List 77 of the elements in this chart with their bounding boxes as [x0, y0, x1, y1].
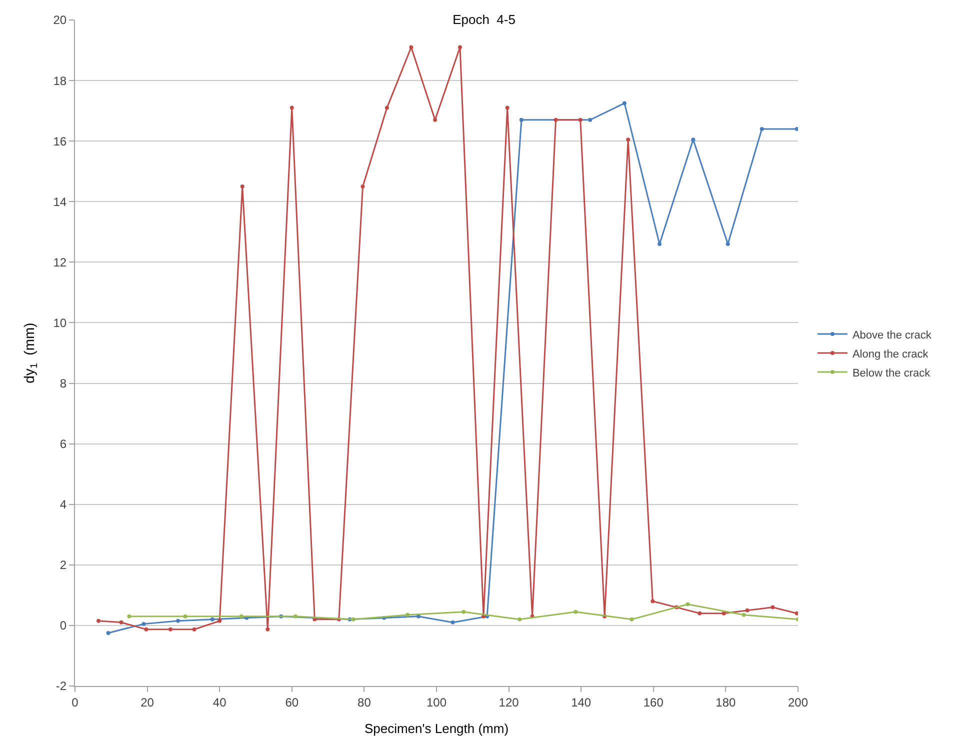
x-tick-label: 100: [426, 695, 447, 710]
point: [144, 627, 148, 632]
point: [168, 627, 172, 632]
point: [574, 610, 578, 614]
y-tick-label: 0: [60, 618, 67, 633]
point: [686, 602, 690, 606]
y-tick-label: 10: [53, 316, 67, 330]
point: [519, 118, 524, 122]
point: [176, 618, 180, 623]
point: [294, 614, 298, 618]
y-tick-label: -2: [56, 679, 67, 694]
point: [458, 45, 462, 50]
y-tick-label: 14: [53, 194, 67, 209]
legend-label: Along the crack: [852, 348, 929, 360]
y-tick-label: 16: [53, 134, 67, 148]
point: [770, 605, 775, 610]
x-tick-label: 40: [212, 695, 227, 710]
point: [626, 138, 630, 142]
point: [691, 138, 696, 142]
point: [127, 614, 132, 618]
point: [96, 618, 100, 623]
y-tick-label: 20: [53, 13, 67, 28]
point: [450, 620, 455, 624]
x-tick-label: 200: [788, 695, 808, 710]
point: [192, 627, 196, 632]
x-tick-label: 0: [72, 695, 79, 710]
point: [505, 106, 510, 110]
x-tick-label: 140: [571, 695, 592, 710]
legend-label: Above the crack: [852, 329, 932, 342]
point: [239, 614, 244, 618]
point: [722, 611, 726, 616]
point: [240, 184, 244, 188]
y-tick-label: 6: [60, 437, 67, 452]
point: [266, 627, 270, 632]
point: [794, 126, 798, 131]
point: [518, 617, 522, 622]
x-tick-label: 20: [140, 695, 154, 710]
point: [745, 608, 750, 612]
x-tick-label: 180: [716, 695, 736, 710]
y-tick-label: 2: [60, 558, 67, 572]
point: [698, 611, 702, 616]
point: [588, 118, 592, 122]
point: [351, 617, 356, 622]
point: [210, 617, 214, 622]
point: [742, 612, 746, 617]
point: [290, 106, 294, 110]
point: [462, 610, 466, 614]
x-tick-label: 120: [498, 695, 520, 710]
point: [726, 242, 730, 246]
point: [760, 126, 764, 131]
x-tick-label: 80: [358, 695, 372, 710]
x-tick-label: 160: [643, 695, 664, 710]
point: [360, 184, 365, 188]
point: [622, 101, 626, 106]
point: [218, 618, 222, 623]
point: [106, 631, 110, 636]
chart-title: Epoch 4-5: [452, 12, 516, 28]
y-tick-label: 12: [53, 255, 67, 270]
point: [183, 614, 188, 618]
point: [650, 599, 655, 604]
point: [630, 617, 634, 622]
point: [142, 622, 146, 626]
y-tick-label: 18: [53, 74, 67, 88]
point: [384, 106, 389, 110]
y-tick-label: 8: [60, 376, 67, 390]
point: [433, 118, 438, 122]
point: [658, 242, 662, 246]
x-tick-label: 60: [285, 695, 299, 710]
y-tick-label: 4: [60, 498, 67, 512]
point: [406, 612, 410, 617]
point: [554, 118, 558, 122]
x-axis-title: Specimen's Length (mm): [364, 721, 509, 736]
point: [578, 118, 582, 122]
point: [409, 45, 414, 50]
point: [794, 611, 798, 616]
legend-label: Below the crack: [852, 367, 931, 380]
point: [119, 620, 124, 624]
